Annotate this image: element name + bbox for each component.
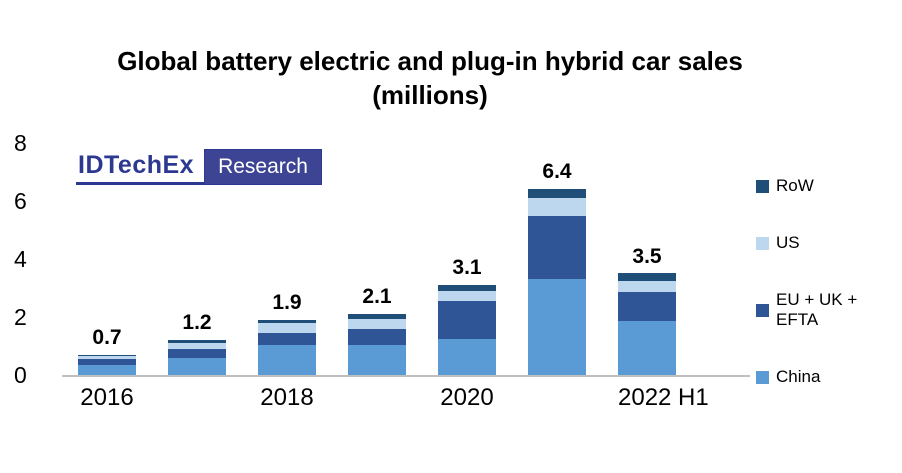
- bar-segment-eu-uk-efta: [258, 332, 316, 345]
- legend-label: China: [776, 367, 821, 386]
- bar-segment-us: [348, 318, 406, 329]
- bar-group: 3.5: [618, 143, 676, 375]
- bar-segment-us: [618, 280, 676, 293]
- legend-item: RoW: [756, 176, 902, 196]
- bar-segment-china: [168, 357, 226, 375]
- bar-total-label: 2.1: [362, 285, 392, 309]
- legend-item: China: [756, 367, 902, 387]
- bar-total-label: 0.7: [92, 325, 122, 349]
- y-tick-label: 8: [14, 130, 27, 156]
- bar-segment-row: [78, 354, 136, 357]
- bar-total-label: 1.2: [182, 311, 212, 335]
- legend-label: RoW: [776, 176, 814, 195]
- legend-swatch: [756, 236, 769, 250]
- bar-stack: [258, 319, 316, 375]
- bar-segment-china: [618, 321, 676, 375]
- x-tick-label: 2016: [80, 384, 134, 411]
- bar-segment-eu-uk-efta: [78, 359, 136, 365]
- bar-segment-us: [78, 356, 136, 360]
- bar-segment-us: [528, 198, 586, 216]
- bar-stack: [348, 314, 406, 375]
- legend-swatch: [756, 303, 769, 317]
- bar-total-label: 6.4: [542, 160, 572, 184]
- bar-segment-eu-uk-efta: [438, 301, 496, 339]
- legend-label: EU + UK + EFTA: [776, 290, 858, 329]
- bar-segment-china: [438, 338, 496, 375]
- x-axis: 2016 2018 2020 2022 H1: [62, 384, 709, 412]
- bar-total-label: 1.9: [272, 290, 302, 314]
- y-tick-label: 0: [14, 362, 27, 388]
- bar-segment-row: [528, 189, 586, 199]
- bar-segment-china: [78, 364, 136, 375]
- bar-segment-us: [258, 322, 316, 333]
- legend-swatch: [756, 370, 769, 384]
- x-tick-label: 2018: [260, 384, 314, 411]
- logo-sub-text: Research: [204, 149, 322, 185]
- bar-stack: [618, 273, 676, 375]
- chart-title: Global battery electric and plug-in hybr…: [0, 44, 860, 112]
- chart-title-line2: (millions): [372, 80, 488, 110]
- plot-area: IDTechEx Research 0.7 1.2 1.9 2.1 3.1 6.4 3.5: [62, 143, 750, 377]
- logo-brand-text: IDTechEx: [76, 149, 205, 185]
- bar-total-label: 3.1: [452, 256, 482, 280]
- x-tick-label: [528, 384, 586, 412]
- chart-title-line1: Global battery electric and plug-in hybr…: [117, 46, 743, 76]
- y-tick-label: 4: [14, 246, 27, 272]
- bar-stack: [528, 189, 586, 375]
- bar-segment-eu-uk-efta: [618, 292, 676, 322]
- bar-segment-us: [438, 291, 496, 302]
- x-tick-label: 2020: [440, 384, 494, 411]
- bar-segment-row: [168, 340, 226, 344]
- bar-segment-row: [438, 285, 496, 292]
- bar-segment-eu-uk-efta: [168, 348, 226, 358]
- bar-group: 2.1: [348, 143, 406, 375]
- x-tick-label: [348, 384, 406, 412]
- bar-segment-eu-uk-efta: [348, 328, 406, 345]
- y-tick-label: 2: [14, 304, 27, 330]
- bar-stack: [168, 340, 226, 375]
- bar-stack: [78, 354, 136, 375]
- bar-total-label: 3.5: [632, 244, 662, 268]
- bar-segment-row: [348, 314, 406, 319]
- bar-segment-row: [618, 273, 676, 281]
- legend-item: US: [756, 233, 902, 253]
- bar-segment-us: [168, 343, 226, 349]
- bar-segment-china: [528, 279, 586, 375]
- bar-stack: [438, 285, 496, 375]
- bar-segment-row: [258, 319, 316, 323]
- bar-group: 0.7: [78, 143, 136, 375]
- bar-segment-china: [348, 344, 406, 375]
- legend: RoW US EU + UK + EFTA China: [756, 176, 902, 387]
- bar-group: 6.4: [528, 143, 586, 375]
- bar-segment-eu-uk-efta: [528, 215, 586, 280]
- x-tick-label: [168, 384, 226, 412]
- bar-group: 1.9: [258, 143, 316, 375]
- bars: 0.7 1.2 1.9 2.1 3.1 6.4 3.5: [62, 143, 692, 375]
- y-axis: 0 2 4 6 8: [0, 130, 48, 388]
- bar-group: 3.1: [438, 143, 496, 375]
- bar-group: 1.2: [168, 143, 226, 375]
- x-tick-label: 2022 H1: [618, 384, 709, 411]
- legend-label: US: [776, 233, 800, 252]
- legend-swatch: [756, 179, 769, 193]
- y-tick-label: 6: [14, 188, 27, 214]
- idtechex-logo: IDTechEx Research: [76, 149, 322, 185]
- bar-segment-china: [258, 344, 316, 375]
- legend-item: EU + UK + EFTA: [756, 290, 902, 330]
